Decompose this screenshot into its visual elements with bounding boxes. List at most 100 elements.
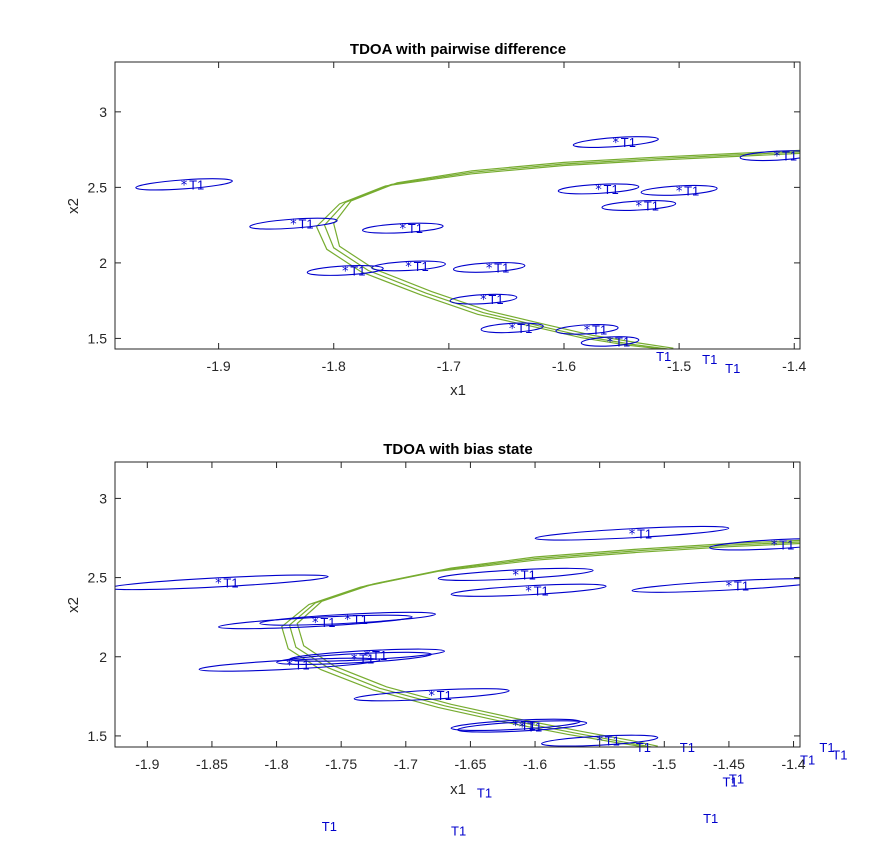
target-label: T1 xyxy=(656,349,671,364)
target-label: T1 xyxy=(782,149,797,164)
target-label: T1 xyxy=(779,537,794,552)
x-tick-label: -1.85 xyxy=(196,756,228,772)
target-label: T1 xyxy=(527,719,542,734)
x-tick-label: -1.5 xyxy=(667,358,691,374)
target-marker: * xyxy=(773,150,781,165)
axis-ticks: -1.9 -1.85 -1.8 -1.75 -1.7 -1.65 -1.6 -1.55 -1.5… xyxy=(88,462,806,772)
target-marker: * xyxy=(512,568,520,583)
target-label: T1 xyxy=(734,579,749,594)
x-tick-label: -1.9 xyxy=(135,756,159,772)
x-axis-label: x1 xyxy=(450,781,466,798)
target-marker: * xyxy=(725,580,733,595)
uncertainty-ellipse xyxy=(259,611,436,626)
uncertainty-ellipse xyxy=(480,322,544,334)
uncertainty-ellipse xyxy=(631,578,800,593)
target-label: T1 xyxy=(494,260,509,275)
uncertainty-ellipse xyxy=(449,293,518,305)
subplot-bias-state: TDOA with bias state * T1* T1 * T1* T1 * T1* T1*… xyxy=(65,441,847,839)
x-axis-label: x1 xyxy=(450,382,466,399)
target-marker: * xyxy=(344,613,352,628)
x-tick-label: -1.5 xyxy=(652,756,676,772)
target-label: T1 xyxy=(722,775,737,790)
target-marker: * xyxy=(635,200,643,215)
target-label: T1 xyxy=(437,688,452,703)
trajectory-curve xyxy=(315,152,800,349)
target-marker: * xyxy=(508,322,516,337)
target-label: T1 xyxy=(517,321,532,336)
x-tick-label: -1.6 xyxy=(552,358,576,374)
axis-ticks: -1.9 -1.8 -1.7 -1.6 -1.5 -1.4 1.5 2 2.5 3 xyxy=(88,62,807,374)
uncertainty-ellipse xyxy=(135,178,233,191)
uncertainty-ellipse xyxy=(450,583,607,597)
target-label: T1 xyxy=(322,819,337,834)
subplot-title: TDOA with pairwise difference xyxy=(350,41,566,58)
x-tick-label: -1.9 xyxy=(207,358,231,374)
subplot-title: TDOA with bias state xyxy=(383,441,532,458)
target-label: T1 xyxy=(488,292,503,307)
trajectory-curve xyxy=(323,151,800,349)
target-label: T1 xyxy=(521,567,536,582)
target-label: T1 xyxy=(832,748,847,763)
x-tick-label: -1.7 xyxy=(437,358,461,374)
uncertainty-ellipse xyxy=(249,217,338,230)
target-label: T1 xyxy=(372,648,387,663)
target-label: T1 xyxy=(684,183,699,198)
target-label: T1 xyxy=(414,259,429,274)
uncertainty-ellipse xyxy=(572,136,659,148)
target-marker: * xyxy=(311,616,319,631)
uncertainty-ellipse xyxy=(371,260,446,272)
y-tick-label: 2 xyxy=(99,255,107,271)
target-marker: * xyxy=(180,178,188,193)
target-marker: * xyxy=(428,689,436,704)
target-label: T1 xyxy=(644,199,659,214)
x-tick-label: -1.8 xyxy=(322,358,346,374)
uncertainty-ellipse xyxy=(362,222,444,234)
axes-box xyxy=(114,461,801,748)
target-label: T1 xyxy=(359,651,374,666)
target-label: T1 xyxy=(294,658,309,673)
target-label: T1 xyxy=(320,615,335,630)
target-marker: * xyxy=(485,261,493,276)
target-marker: * xyxy=(628,527,636,542)
target-marker: * xyxy=(214,576,222,591)
target-label: T1 xyxy=(353,612,368,627)
target-marker: * xyxy=(363,649,371,664)
target-marker: * xyxy=(341,264,349,279)
uncertainty-ellipse xyxy=(534,525,730,541)
y-tick-label: 3 xyxy=(99,490,107,506)
uncertainty-ellipse xyxy=(601,200,677,211)
x-tick-label: -1.75 xyxy=(325,756,357,772)
clipped-marks: *T1*T1*T1*T1*T1*T1*T1*T1*T1*T1*T1*T1*T1*… xyxy=(115,525,800,749)
target-label: T1 xyxy=(408,221,423,236)
y-axis-label: x2 xyxy=(65,597,82,613)
target-label: T1 xyxy=(605,734,620,749)
target-marker: * xyxy=(595,183,603,198)
x-tick-label: -1.7 xyxy=(394,756,418,772)
y-tick-label: 2.5 xyxy=(88,570,108,586)
uncertainty-ellipse xyxy=(198,657,381,672)
uncertainty-ellipse xyxy=(709,538,800,551)
target-label: T1 xyxy=(621,135,636,150)
target-label: T1 xyxy=(702,352,717,367)
x-tick-label: -1.45 xyxy=(713,756,745,772)
uncertainty-ellipse xyxy=(557,183,640,195)
target-marker: * xyxy=(290,218,298,233)
target-marker: * xyxy=(583,323,591,338)
uncertainty-ellipse xyxy=(353,688,510,702)
plot-area: *T1*T1*T1*T1*T1*T1*T1*T1*T1*T1*T1*T1*T1*… xyxy=(115,525,847,839)
target-marker: * xyxy=(479,293,487,308)
y-tick-label: 1.5 xyxy=(88,728,108,744)
target-marker: * xyxy=(606,335,614,350)
target-label: T1 xyxy=(350,263,365,278)
target-label: T1 xyxy=(604,182,619,197)
y-tick-label: 2.5 xyxy=(88,179,108,195)
plot-area: *T1*T1*T1*T1*T1*T1*T1*T1*T1*T1*T1*T1*T1*… xyxy=(135,135,800,376)
target-label: T1 xyxy=(615,334,630,349)
target-label: T1 xyxy=(451,824,466,839)
target-marker: * xyxy=(286,659,294,674)
uncertainty-ellipse xyxy=(739,150,800,162)
uncertainty-ellipse xyxy=(452,262,526,273)
target-label: T1 xyxy=(703,811,718,826)
trajectory-curve xyxy=(333,149,800,349)
uncertainty-ellipse xyxy=(457,720,588,733)
